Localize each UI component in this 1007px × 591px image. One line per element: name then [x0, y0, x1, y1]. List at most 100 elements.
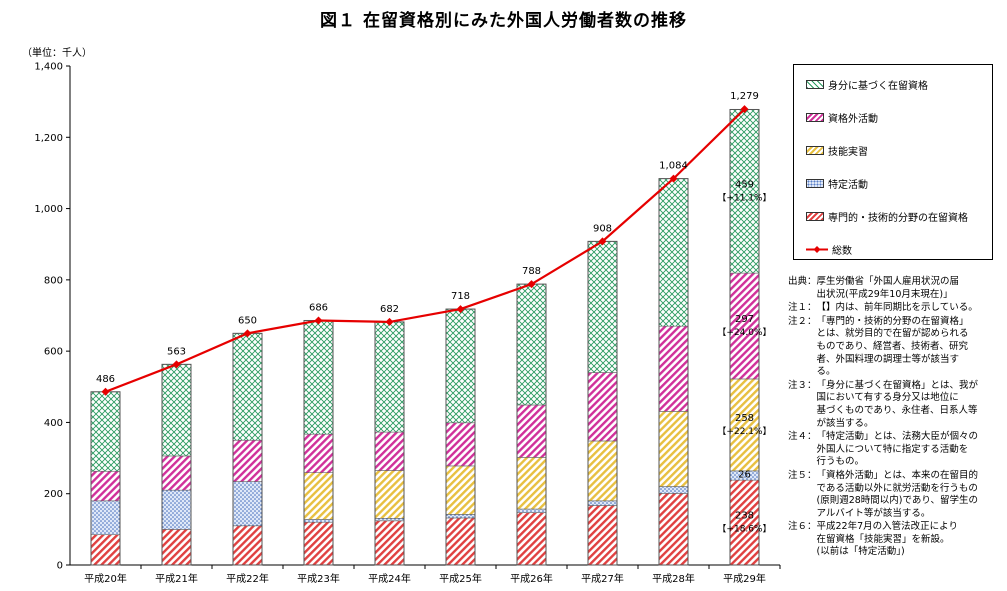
x-tick-label: 平成26年	[510, 572, 553, 585]
total-point	[598, 237, 607, 246]
annotation-value: 26	[738, 470, 751, 481]
total-series-line	[105, 108, 746, 393]
total-point	[669, 174, 678, 183]
bar-segment	[516, 404, 547, 458]
bar-segment	[232, 525, 263, 566]
bar-segment	[303, 519, 334, 523]
annotation-change: 【+18.6%】	[717, 524, 771, 535]
chart-title: 図１ 在留資格別にみた外国人労働者数の推移	[320, 11, 687, 31]
x-tick-label: 平成29年	[723, 572, 766, 585]
total-label: 682	[380, 304, 399, 315]
x-tick-label: 平成22年	[226, 572, 269, 585]
legend-swatch	[806, 211, 824, 221]
note-text: 厚生労働省「外国人雇用状況の届 出状況(平成29年10月末現在)」	[816, 276, 960, 300]
bar-segment	[90, 534, 121, 566]
annotation-value: 238	[735, 511, 754, 522]
bar-segment	[445, 308, 476, 424]
total-label: 1,084	[659, 161, 688, 172]
bar-segment	[516, 457, 547, 510]
bar-segment	[587, 505, 618, 566]
bar-segment	[161, 364, 192, 457]
y-tick-label: 1,200	[34, 133, 63, 144]
x-tick-label: 平成24年	[368, 572, 411, 585]
annotation-value: 258	[735, 413, 754, 424]
note-label: 注３：	[788, 379, 817, 391]
unit-label: （単位：千人）	[22, 48, 92, 59]
legend-swatch	[806, 245, 828, 254]
note: 注６： 平成22年7月の入管法改正により 在留資格「技能実習」を新設。 (以前は「…	[788, 521, 1003, 559]
bar-segment	[587, 241, 618, 373]
bar-segment	[445, 422, 476, 467]
note: 出典： 厚生労働省「外国人雇用状況の届 出状況(平成29年10月末現在)」	[788, 276, 1003, 301]
legend-item: 総数	[806, 242, 852, 257]
bar-segment	[729, 272, 760, 380]
total-label: 718	[451, 291, 470, 302]
total-point	[172, 360, 181, 369]
x-tick-label: 平成20年	[84, 572, 127, 585]
note-label: 注１：	[788, 302, 817, 314]
annotation-change: 【+11.1%】	[717, 192, 771, 203]
total-label: 686	[309, 302, 328, 313]
total-point	[385, 317, 394, 326]
note: 注３： 「身分に基づく在留資格」とは、我が 国において有する身分又は地位に 基づく…	[788, 380, 1003, 430]
note-label: 注５：	[788, 469, 817, 481]
bar-segment	[374, 470, 405, 519]
x-axis: 平成20年 平成21年 平成22年 平成23年 平成24年 平成25年 平成26年 平成27年…	[84, 565, 781, 585]
y-tick-label: 1,400	[34, 62, 63, 73]
legend-label: 特定活動	[828, 179, 868, 191]
legend-swatch	[806, 79, 824, 89]
legend-label: 身分に基づく在留資格	[828, 80, 928, 92]
total-point	[243, 329, 252, 338]
bar-segment	[303, 521, 334, 566]
bar-segment	[90, 500, 121, 536]
bar-segment	[90, 391, 121, 472]
bar-segment	[374, 431, 405, 471]
bar-segment	[658, 493, 689, 566]
note-label: 注４：	[788, 431, 817, 443]
legend-label: 資格外活動	[828, 113, 878, 125]
total-point	[456, 305, 465, 314]
x-tick-label: 平成25年	[439, 572, 482, 585]
total-point	[314, 316, 323, 325]
legend-label: 総数	[832, 245, 852, 257]
bars	[90, 108, 760, 566]
note-text: 【】内は、前年同期比を示している。	[816, 302, 978, 314]
bar-segment	[516, 512, 547, 566]
note-text: 平成22年7月の入管法改正により 在留資格「技能実習」を新設。 (以前は「特定活…	[816, 521, 958, 558]
y-tick-label: 600	[44, 347, 63, 358]
y-tick-label: 200	[44, 489, 63, 500]
legend-item: 技能実習	[806, 143, 868, 158]
note-label: 注２：	[788, 315, 817, 327]
note: 注２： 「専門的・技術的分野の在留資格」 とは、就労目的で在留が認められる もので…	[788, 316, 1003, 379]
total-point	[101, 387, 110, 396]
total-label: 563	[167, 346, 186, 357]
total-label: 486	[96, 374, 115, 385]
note: 注１： 【】内は、前年同期比を示している。	[788, 302, 1003, 315]
note: 注４： 「特定活動」とは、法務大臣が個々の 外国人について特に指定する活動を 行う…	[788, 431, 1003, 469]
bar-segment	[90, 470, 121, 502]
bar-segment	[161, 455, 192, 491]
bar-segment	[729, 479, 760, 566]
total-line: 486 563 650 686 682 718 788 908 1,084 1,279	[96, 91, 759, 396]
note: 注５： 「資格外活動」とは、本来の在留目的 である活動以外に就労活動を行うもの (…	[788, 470, 1003, 520]
y-tick-label: 0	[57, 561, 63, 572]
x-tick-label: 平成21年	[155, 572, 198, 585]
bar-segment	[658, 486, 689, 494]
bar-segment	[445, 517, 476, 566]
notes: 出典： 厚生労働省「外国人雇用状況の届 出状況(平成29年10月末現在)」 注１：【…	[788, 276, 1003, 560]
annotations: 459 【+11.1%】 297 【+24.0%】 258 【+22.1%】 26 238 【+…	[717, 179, 771, 534]
x-tick-label: 平成28年	[652, 572, 695, 585]
bar-segment	[374, 321, 405, 433]
note-text: 「専門的・技術的分野の在留資格」 とは、就労目的で在留が認められる ものであり、…	[816, 315, 969, 378]
bar-segment	[303, 472, 334, 520]
bar-segment	[658, 178, 689, 327]
note-text: 「資格外活動」とは、本来の在留目的 である活動以外に就労活動を行うもの (原則週…	[816, 469, 979, 519]
legend-label: 専門的・技術的分野の在留資格	[828, 212, 968, 224]
annotation-value: 297	[735, 314, 754, 325]
x-tick-label: 平成23年	[297, 572, 340, 585]
bar-segment	[161, 489, 192, 530]
legend-item: 資格外活動	[806, 110, 878, 125]
legend-item: 身分に基づく在留資格	[806, 77, 928, 92]
bar-segment	[516, 508, 547, 513]
